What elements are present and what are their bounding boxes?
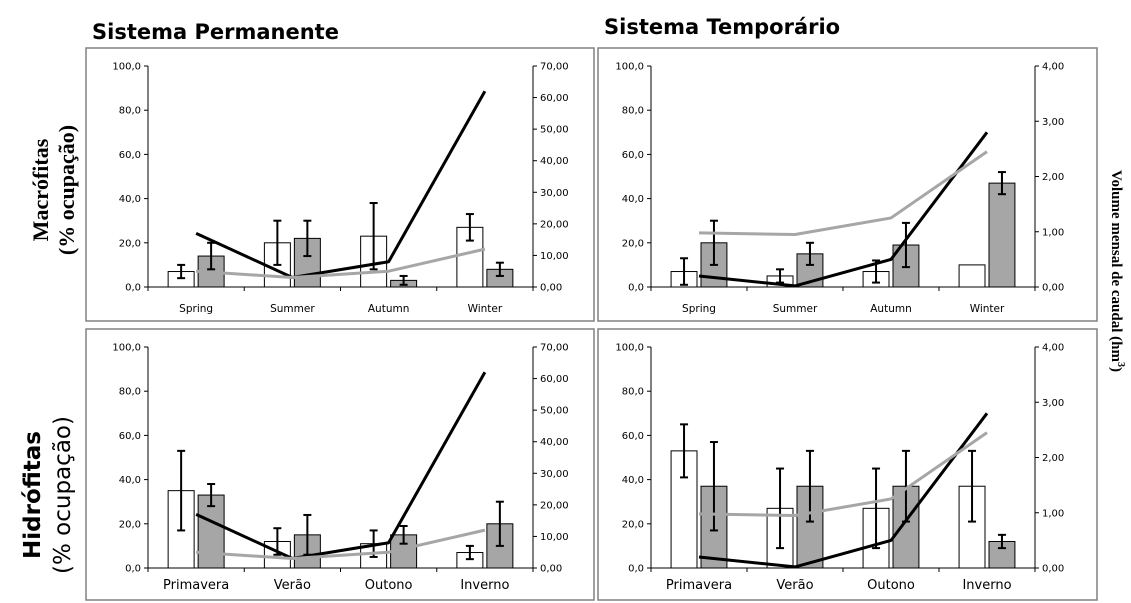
y-tick-label: 60,0 <box>622 431 644 442</box>
chart-panels: 0,0 20,0 40,0 60,0 80,0 100,0 0,00 10,00 20,00 30… <box>112 62 1064 594</box>
secondary-axis-title: Volume mensal de caudal (hm3) <box>1108 170 1126 372</box>
x-category-label: Verão <box>274 578 311 593</box>
y-tick-label: 60,0 <box>119 431 141 442</box>
panel-frame-hidro-temporario <box>597 328 1098 601</box>
y2-tick-label: 70,00 <box>540 343 569 354</box>
y-tick-label: 0,0 <box>125 283 141 294</box>
x-category-label: Outono <box>867 578 915 593</box>
y-tick-label: 100,0 <box>615 62 644 73</box>
y-tick-label: 80,0 <box>119 106 141 117</box>
x-category-label: Autumn <box>368 303 410 315</box>
y2-tick-label: 40,00 <box>540 437 569 448</box>
y2-tick-label: 20,00 <box>540 219 569 230</box>
row-header-hidrofitas: Hidrófitas <box>20 431 46 559</box>
y-tick-label: 80,0 <box>622 387 644 398</box>
y2-tick-label: 0,00 <box>1042 283 1064 294</box>
y-tick-label: 0,0 <box>125 564 141 575</box>
y2-tick-label: 4,00 <box>1042 62 1064 73</box>
series-line-black <box>698 412 989 569</box>
y2-tick-label: 50,00 <box>540 125 569 136</box>
y-tick-label: 20,0 <box>119 519 141 530</box>
chart-panel-4: 0,0 20,0 40,0 60,0 80,0 100,0 0,00 1,00 2,00 3,00… <box>615 343 1064 594</box>
panel-frame-hidro-permanente <box>85 328 595 601</box>
row-header-hidrofitas-unit: (% ocupação) <box>50 416 76 574</box>
y-tick-label: 80,0 <box>119 387 141 398</box>
row-header-macrofitas-unit: (% ocupação) <box>54 125 79 255</box>
y2-tick-label: 10,00 <box>540 251 569 262</box>
y-tick-label: 100,0 <box>112 343 141 354</box>
column-header-permanente: Sistema Permanente <box>92 20 339 44</box>
x-category-label: Inverno <box>962 578 1011 593</box>
y-tick-label: 80,0 <box>622 106 644 117</box>
series-line-grey <box>196 528 486 561</box>
panel-frame-macro-temporario <box>597 47 1098 322</box>
y2-tick-label: 2,00 <box>1042 453 1064 464</box>
y2-tick-label: 1,00 <box>1042 508 1064 519</box>
bar-open <box>958 264 986 288</box>
y2-tick-label: 4,00 <box>1042 343 1064 354</box>
y2-tick-label: 0,00 <box>540 564 562 575</box>
y-tick-label: 100,0 <box>112 62 141 73</box>
y2-tick-label: 30,00 <box>540 188 569 199</box>
y2-tick-label: 2,00 <box>1042 172 1064 183</box>
x-category-label: Winter <box>468 303 503 315</box>
x-category-label: Summer <box>773 303 818 315</box>
y-tick-label: 60,0 <box>119 150 141 161</box>
secondary-axis-title-sup: 3 <box>1115 362 1126 367</box>
bar-grey <box>988 182 1016 288</box>
y-tick-label: 0,0 <box>628 283 644 294</box>
y2-tick-label: 3,00 <box>1042 398 1064 409</box>
y2-tick-label: 20,00 <box>540 500 569 511</box>
column-header-temporario: Sistema Temporário <box>604 15 840 39</box>
y-tick-label: 40,0 <box>119 194 141 205</box>
y-tick-label: 20,0 <box>622 238 644 249</box>
panel-frame-macro-permanente <box>85 47 595 322</box>
chart-panel-1: 0,0 20,0 40,0 60,0 80,0 100,0 0,00 10,00 20,00 30… <box>112 62 568 316</box>
y2-tick-label: 1,00 <box>1042 227 1064 238</box>
y-tick-label: 20,0 <box>622 519 644 530</box>
y2-tick-label: 50,00 <box>540 406 569 417</box>
y2-tick-label: 3,00 <box>1042 117 1064 128</box>
series-line-black <box>195 371 487 561</box>
x-category-label: Summer <box>270 303 315 315</box>
y2-tick-label: 0,00 <box>1042 564 1064 575</box>
series-line-grey <box>698 150 988 237</box>
y-tick-label: 40,0 <box>622 475 644 486</box>
x-category-label: Outono <box>365 578 413 593</box>
y2-tick-label: 30,00 <box>540 469 569 480</box>
chart-panel-3: 0,0 20,0 40,0 60,0 80,0 100,0 0,00 10,00 20,00 30… <box>112 343 568 594</box>
row-header-macrofitas: Macrófitas <box>28 138 53 241</box>
y2-tick-label: 10,00 <box>540 532 569 543</box>
series-line-black <box>698 131 989 288</box>
secondary-axis-title-text: Volume mensal de caudal (hm <box>1108 170 1124 362</box>
bar-grey <box>197 494 225 569</box>
secondary-axis-title-end: ) <box>1108 367 1124 372</box>
y-tick-label: 100,0 <box>615 343 644 354</box>
y2-tick-label: 60,00 <box>540 374 569 385</box>
x-category-label: Primavera <box>163 578 229 593</box>
y-tick-label: 40,0 <box>119 475 141 486</box>
y2-tick-label: 40,00 <box>540 156 569 167</box>
x-category-label: Spring <box>682 303 716 315</box>
y-tick-label: 40,0 <box>622 194 644 205</box>
x-category-label: Winter <box>970 303 1005 315</box>
chart-panel-2: 0,0 20,0 40,0 60,0 80,0 100,0 0,00 1,00 2,00 3,00… <box>615 62 1064 316</box>
y-tick-label: 0,0 <box>628 564 644 575</box>
x-category-label: Spring <box>179 303 213 315</box>
series-line-grey <box>196 247 486 280</box>
x-category-label: Inverno <box>460 578 509 593</box>
x-category-label: Autumn <box>870 303 912 315</box>
y-tick-label: 60,0 <box>622 150 644 161</box>
y2-tick-label: 60,00 <box>540 93 569 104</box>
y2-tick-label: 0,00 <box>540 283 562 294</box>
x-category-label: Primavera <box>666 578 732 593</box>
series-line-black <box>195 90 487 280</box>
series-line-grey <box>698 431 988 518</box>
x-category-label: Verão <box>776 578 813 593</box>
y2-tick-label: 70,00 <box>540 62 569 73</box>
y-tick-label: 20,0 <box>119 238 141 249</box>
